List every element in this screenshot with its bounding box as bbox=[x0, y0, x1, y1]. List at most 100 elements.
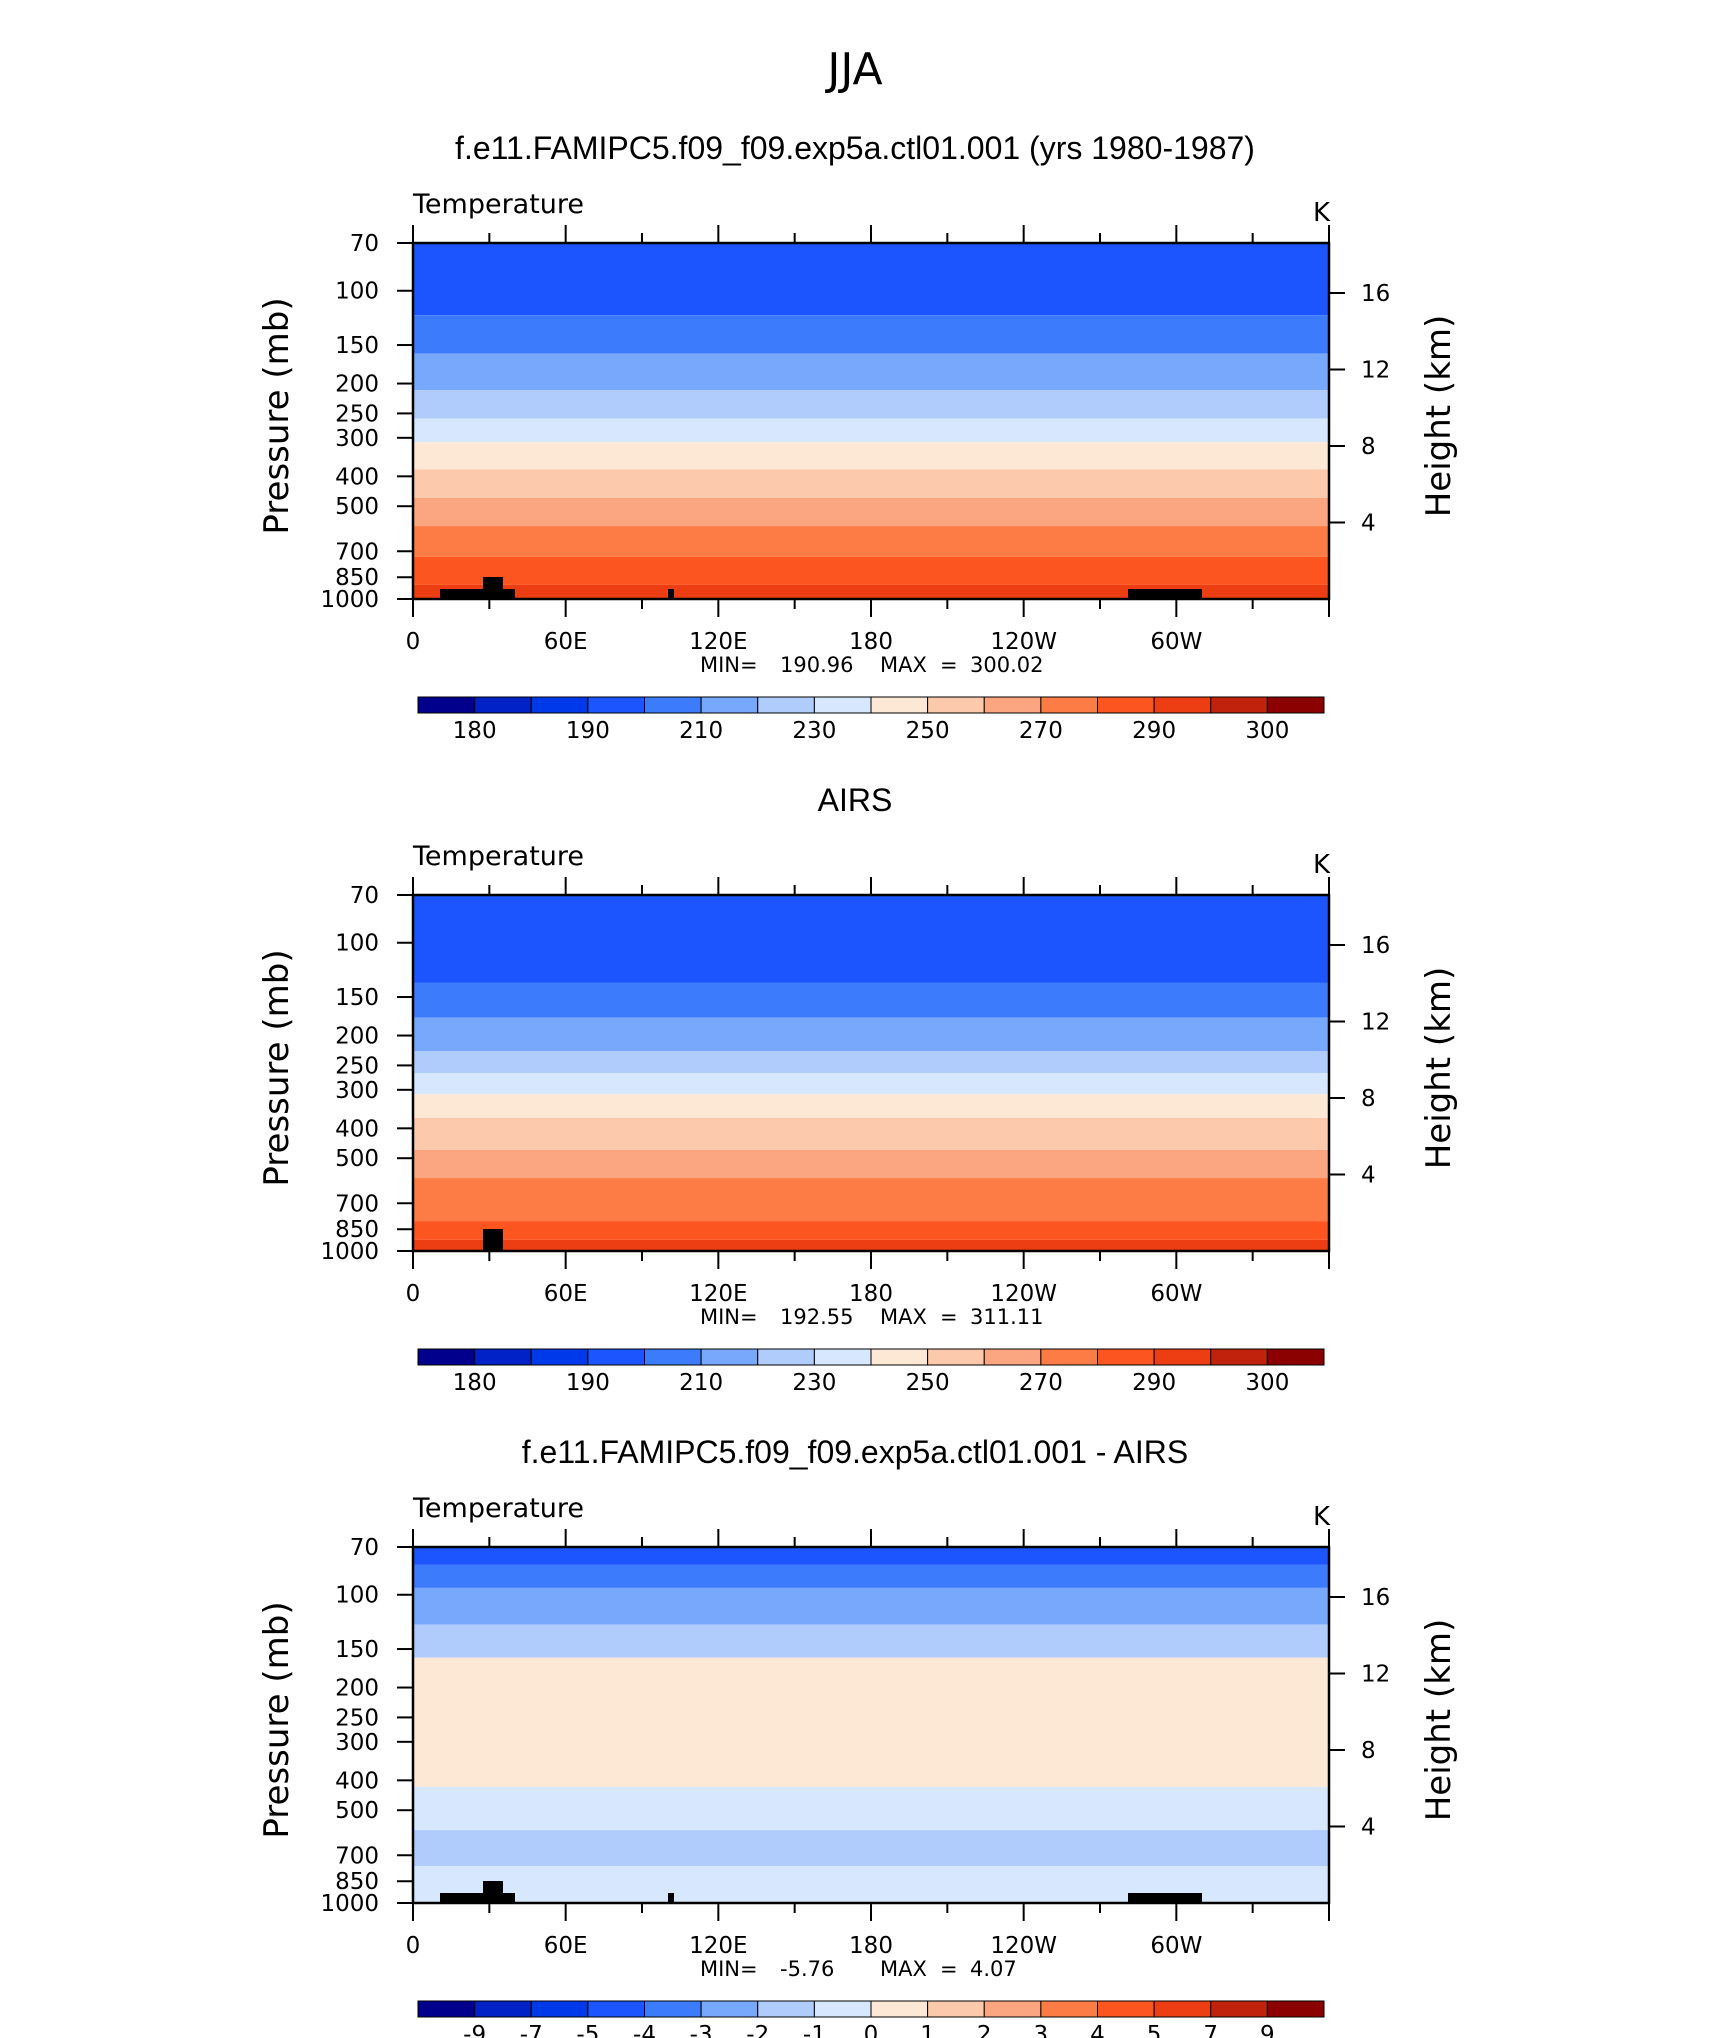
panel-1-topography-2 bbox=[668, 589, 674, 599]
panel-1-ylabel: Pressure (mb) bbox=[257, 297, 297, 534]
panel-2-ytick-label-9: 850 bbox=[335, 1217, 379, 1243]
panel-3-colorbar-swatch-10 bbox=[983, 2000, 1042, 2018]
panel-3-band-6 bbox=[413, 1830, 1329, 1867]
panel-2-xtick-label-4: 120W bbox=[990, 1281, 1057, 1307]
panel-1-ytick-label-9: 850 bbox=[335, 565, 379, 591]
panel-3-colorbar-label-6: -1 bbox=[803, 2022, 826, 2038]
panel-1-y2tick-label-2: 8 bbox=[1361, 434, 1376, 460]
panel-2-ytick-label-7: 500 bbox=[335, 1146, 379, 1172]
panel-1-colorbar-swatch-7 bbox=[813, 696, 872, 714]
panel-1-ytick-label-5: 300 bbox=[335, 426, 379, 452]
panel-2-ytick-label-2: 150 bbox=[335, 985, 379, 1011]
panel-1-colorbar-swatch-3 bbox=[587, 696, 645, 714]
panel-1-min-value: 190.96 bbox=[780, 653, 853, 677]
panel-2-y2tick-label-2: 8 bbox=[1361, 1086, 1376, 1112]
panel-1-topography-3 bbox=[1128, 589, 1202, 599]
panel-3-colorbar-label-9: 2 bbox=[977, 2022, 992, 2038]
panel-2-colorbar-label-2: 210 bbox=[679, 1370, 723, 1396]
panel-3-ytick-label-9: 850 bbox=[335, 1869, 379, 1895]
panel-1-band-9 bbox=[413, 556, 1329, 585]
panel-1-xtick-label-4: 120W bbox=[990, 629, 1057, 655]
panel-3-y2tick-label-0: 16 bbox=[1361, 1585, 1390, 1611]
panel-2-colorbar-label-1: 190 bbox=[566, 1370, 610, 1396]
panel-2-colorbar-swatch-3 bbox=[587, 1348, 645, 1366]
panel-2-colorbar-swatch-10 bbox=[983, 1348, 1042, 1366]
panel-1-colorbar-swatch-13 bbox=[1153, 696, 1212, 714]
panel-1-colorbar-label-7: 300 bbox=[1245, 718, 1289, 744]
panel-1-ytick-label-1: 100 bbox=[335, 279, 379, 305]
panel-2-max-value: 311.11 bbox=[970, 1305, 1043, 1329]
panel-3-xtick-label-2: 120E bbox=[689, 1933, 747, 1959]
panel-2-band-0 bbox=[413, 895, 1329, 983]
panel-1-colorbar-label-3: 230 bbox=[792, 718, 836, 744]
panel-3-ytick-label-2: 150 bbox=[335, 1637, 379, 1663]
panel-3-variable-label: Temperature bbox=[412, 1493, 584, 1524]
panel-2-ytick-label-5: 300 bbox=[335, 1078, 379, 1104]
panel-2-colorbar-swatch-7 bbox=[813, 1348, 872, 1366]
panel-3-ytick-label-5: 300 bbox=[335, 1730, 379, 1756]
panel-3-y2label: Height (km) bbox=[1419, 1619, 1459, 1822]
panel-1-colorbar-swatch-9 bbox=[927, 696, 985, 714]
panel-1-band-10 bbox=[413, 584, 1329, 599]
panel-3-colorbar-label-12: 5 bbox=[1147, 2022, 1162, 2038]
panel-1-topography-1 bbox=[483, 577, 503, 599]
panel-1-colorbar-label-0: 180 bbox=[453, 718, 497, 744]
panel-1-ytick-label-2: 150 bbox=[335, 333, 379, 359]
panel-1-max-label: MAX bbox=[880, 653, 927, 677]
panel-2-colorbar-swatch-6 bbox=[757, 1348, 815, 1366]
panel-2-colorbar-swatch-14 bbox=[1210, 1348, 1268, 1366]
panel-1-variable-label: Temperature bbox=[412, 189, 584, 220]
panel-3-colorbar-swatch-13 bbox=[1153, 2000, 1212, 2018]
panel-3-ylabel: Pressure (mb) bbox=[257, 1601, 297, 1838]
panel-1-min-eq: = bbox=[740, 653, 758, 677]
panel-1-max-eq: = bbox=[940, 653, 958, 677]
panel-3-title: f.e11.FAMIPC5.f09_f09.exp5a.ctl01.001 - … bbox=[521, 1434, 1189, 1470]
panel-1-xtick-label-3: 180 bbox=[849, 629, 893, 655]
panel-1-colorbar-swatch-0 bbox=[417, 696, 476, 714]
panel-1-xtick-label-1: 60E bbox=[544, 629, 588, 655]
panel-3-colorbar-swatch-8 bbox=[870, 2000, 929, 2018]
panel-1-units-label: K bbox=[1313, 198, 1331, 228]
panel-1-xtick-label-5: 60W bbox=[1150, 629, 1202, 655]
panel-3-y2tick-label-1: 12 bbox=[1361, 1662, 1390, 1688]
panel-2-ytick-label-6: 400 bbox=[335, 1116, 379, 1142]
panel-3-colorbar-label-5: -2 bbox=[746, 2022, 769, 2038]
panel-3-xtick-label-5: 60W bbox=[1150, 1933, 1202, 1959]
panel-2-ytick-label-1: 100 bbox=[335, 931, 379, 957]
panel-2-colorbar-swatch-4 bbox=[644, 1348, 702, 1366]
panel-2-band-5 bbox=[413, 1094, 1329, 1118]
panel-3-colorbar-label-8: 1 bbox=[920, 2022, 935, 2038]
panel-3-y2tick-label-3: 4 bbox=[1361, 1815, 1376, 1841]
panel-2-xtick-label-1: 60E bbox=[544, 1281, 588, 1307]
panel-3-colorbar-swatch-11 bbox=[1040, 2000, 1098, 2018]
panel-2-title: AIRS bbox=[817, 782, 893, 818]
panel-3-colorbar-label-7: 0 bbox=[864, 2022, 879, 2038]
panel-2-ytick-label-0: 70 bbox=[350, 883, 379, 909]
panel-2-band-3 bbox=[413, 1051, 1329, 1074]
panel-1-max-value: 300.02 bbox=[970, 653, 1043, 677]
panel-1-band-8 bbox=[413, 526, 1329, 557]
panel-2-topography-1 bbox=[483, 1229, 503, 1251]
panel-2-band-2 bbox=[413, 1017, 1329, 1052]
panel-2-colorbar-swatch-2 bbox=[530, 1348, 589, 1366]
panel-1-colorbar-swatch-10 bbox=[983, 696, 1042, 714]
panel-3-min-value: -5.76 bbox=[780, 1957, 834, 1981]
panel-3-ytick-label-6: 400 bbox=[335, 1768, 379, 1794]
panel-2-ylabel: Pressure (mb) bbox=[257, 949, 297, 1186]
panel-3-colorbar-label-11: 4 bbox=[1090, 2022, 1105, 2038]
panel-3-y2tick-label-2: 8 bbox=[1361, 1738, 1376, 1764]
panel-3-colorbar-swatch-14 bbox=[1210, 2000, 1268, 2018]
panel-1-ytick-label-7: 500 bbox=[335, 494, 379, 520]
panel-1-title: f.e11.FAMIPC5.f09_f09.exp5a.ctl01.001 (y… bbox=[455, 130, 1255, 166]
panel-2-colorbar-swatch-12 bbox=[1097, 1348, 1155, 1366]
panel-3-min-eq: = bbox=[740, 1957, 758, 1981]
panel-1-ytick-label-0: 70 bbox=[350, 231, 379, 257]
panel-1-colorbar-label-2: 210 bbox=[679, 718, 723, 744]
panel-2-colorbar-label-0: 180 bbox=[453, 1370, 497, 1396]
panel-1-ytick-label-3: 200 bbox=[335, 372, 379, 398]
panel-2-min-value: 192.55 bbox=[780, 1305, 853, 1329]
panel-2-min-label: MIN bbox=[700, 1305, 740, 1329]
panel-2-colorbar-swatch-0 bbox=[417, 1348, 476, 1366]
panel-3-colorbar-swatch-3 bbox=[587, 2000, 645, 2018]
